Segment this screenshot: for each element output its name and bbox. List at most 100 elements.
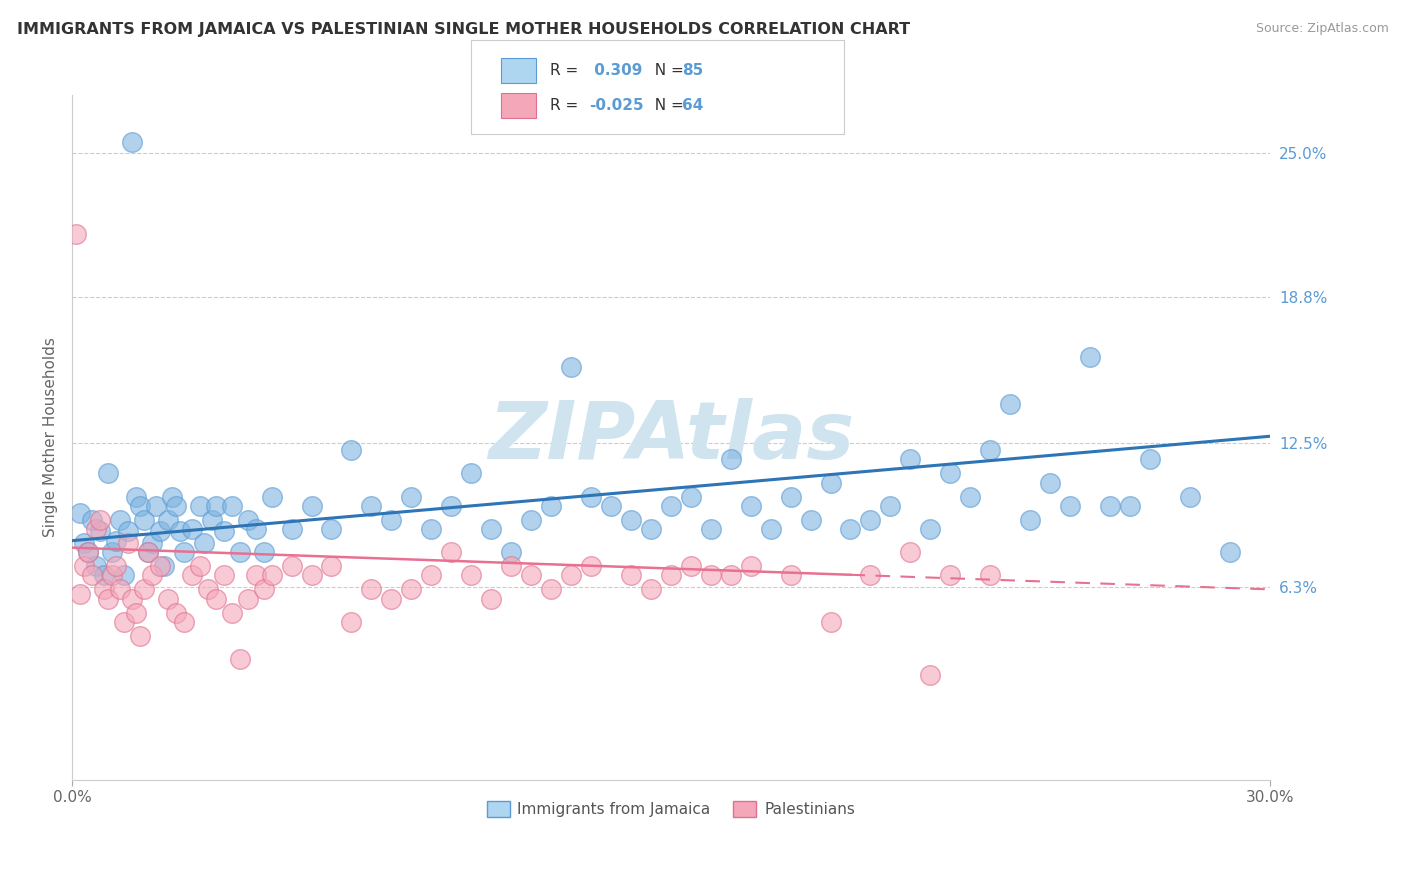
Text: 0.309: 0.309 <box>589 62 643 78</box>
Point <box>89 513 111 527</box>
Point <box>136 545 159 559</box>
Point <box>401 490 423 504</box>
Point <box>1119 499 1142 513</box>
Point <box>204 499 226 513</box>
Y-axis label: Single Mother Households: Single Mother Households <box>44 337 58 537</box>
Point <box>979 443 1001 458</box>
Text: 64: 64 <box>682 98 703 113</box>
Text: ZIPAtlas: ZIPAtlas <box>488 399 853 476</box>
Point <box>112 568 135 582</box>
Point <box>579 490 602 504</box>
Point <box>77 545 100 559</box>
Point <box>1059 499 1081 513</box>
Point <box>125 490 148 504</box>
Point <box>779 568 801 582</box>
Point <box>1219 545 1241 559</box>
Point <box>101 545 124 559</box>
Point <box>132 582 155 597</box>
Point <box>69 506 91 520</box>
Point <box>180 568 202 582</box>
Text: IMMIGRANTS FROM JAMAICA VS PALESTINIAN SINGLE MOTHER HOUSEHOLDS CORRELATION CHAR: IMMIGRANTS FROM JAMAICA VS PALESTINIAN S… <box>17 22 910 37</box>
Point <box>679 559 702 574</box>
Point <box>879 499 901 513</box>
Point <box>820 475 842 490</box>
Text: R =: R = <box>550 98 583 113</box>
Point <box>97 591 120 606</box>
Point <box>1019 513 1042 527</box>
Point <box>460 467 482 481</box>
Point <box>156 591 179 606</box>
Point <box>859 513 882 527</box>
Point <box>479 591 502 606</box>
Point <box>104 559 127 574</box>
Point <box>108 582 131 597</box>
Point <box>69 587 91 601</box>
Point <box>1098 499 1121 513</box>
Point <box>260 490 283 504</box>
Point <box>228 652 250 666</box>
Point <box>321 559 343 574</box>
Point <box>173 615 195 629</box>
Point <box>859 568 882 582</box>
Point <box>132 513 155 527</box>
Point <box>112 615 135 629</box>
Point <box>501 545 523 559</box>
Point <box>173 545 195 559</box>
Point <box>700 522 723 536</box>
Point <box>640 522 662 536</box>
Point <box>117 524 139 539</box>
Text: Source: ZipAtlas.com: Source: ZipAtlas.com <box>1256 22 1389 36</box>
Point <box>898 452 921 467</box>
Point <box>440 499 463 513</box>
Point <box>440 545 463 559</box>
Point <box>620 568 643 582</box>
Point <box>80 568 103 582</box>
Point <box>679 490 702 504</box>
Point <box>560 568 582 582</box>
Point <box>193 536 215 550</box>
Point <box>128 499 150 513</box>
Point <box>560 359 582 374</box>
Point <box>540 582 562 597</box>
Point <box>128 629 150 643</box>
Point <box>156 513 179 527</box>
Point <box>520 513 543 527</box>
Point <box>380 591 402 606</box>
Point <box>340 443 363 458</box>
Point <box>260 568 283 582</box>
Point <box>80 513 103 527</box>
Point <box>201 513 224 527</box>
Point <box>165 499 187 513</box>
Legend: Immigrants from Jamaica, Palestinians: Immigrants from Jamaica, Palestinians <box>481 795 860 823</box>
Point <box>640 582 662 597</box>
Point <box>149 524 172 539</box>
Point <box>501 559 523 574</box>
Point <box>77 545 100 559</box>
Point <box>160 490 183 504</box>
Point <box>301 499 323 513</box>
Point <box>939 568 962 582</box>
Point <box>253 582 276 597</box>
Point <box>84 559 107 574</box>
Point <box>73 559 96 574</box>
Text: -0.025: -0.025 <box>589 98 644 113</box>
Point <box>700 568 723 582</box>
Point <box>779 490 801 504</box>
Point <box>1039 475 1062 490</box>
Point <box>280 522 302 536</box>
Point <box>141 536 163 550</box>
Point <box>101 568 124 582</box>
Point <box>253 545 276 559</box>
Text: N =: N = <box>645 98 689 113</box>
Point <box>97 467 120 481</box>
Point <box>136 545 159 559</box>
Point <box>759 522 782 536</box>
Point <box>104 533 127 548</box>
Point <box>520 568 543 582</box>
Point <box>221 606 243 620</box>
Point <box>620 513 643 527</box>
Point <box>108 513 131 527</box>
Point <box>740 499 762 513</box>
Point <box>460 568 482 582</box>
Point <box>188 499 211 513</box>
